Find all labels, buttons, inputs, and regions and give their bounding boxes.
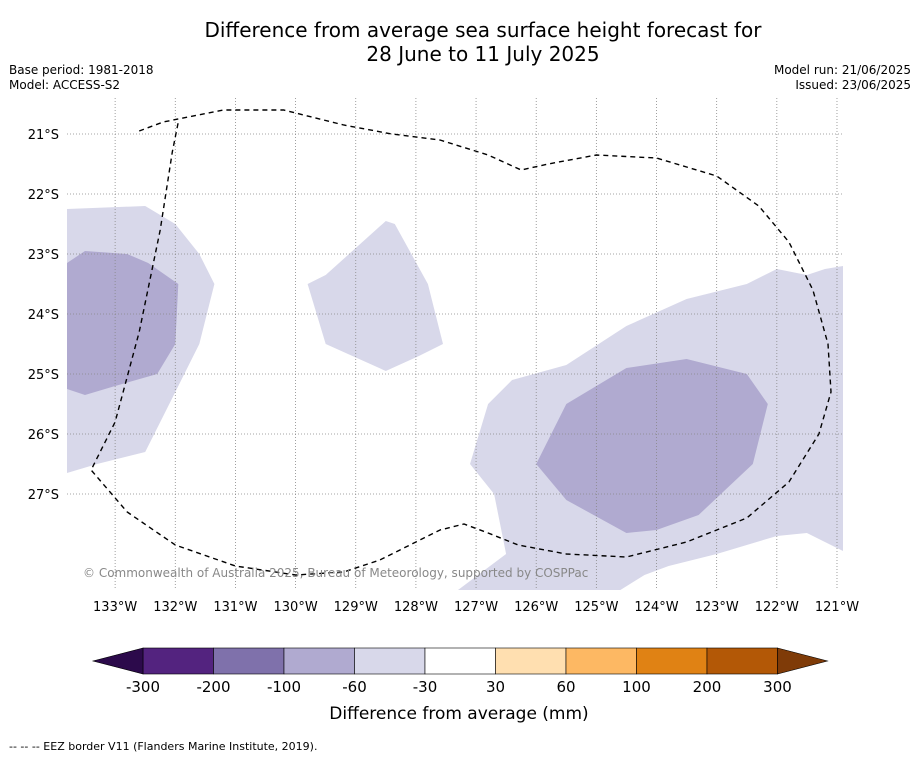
colorbar-tick-label: -100 [267, 678, 301, 696]
footnote: -- -- -- EEZ border V11 (Flanders Marine… [9, 740, 318, 753]
colorbar-tick-label: 100 [622, 678, 651, 696]
lat-tick-label: 23°S [28, 248, 59, 263]
colorbar-tick-label: 300 [763, 678, 792, 696]
colorbar-tick-label: -200 [196, 678, 230, 696]
lat-tick-label: 26°S [28, 428, 59, 443]
colorbar-tick-label: 60 [556, 678, 575, 696]
issued-text: Issued: 23/06/2025 [795, 78, 911, 92]
colorbar-segment [565, 647, 637, 675]
eez-border-line [90, 109, 832, 576]
colorbar-segment [495, 647, 567, 675]
meta-right: Model run: 21/06/2025 Issued: 23/06/2025 [774, 63, 911, 93]
colorbar-segment [636, 647, 708, 675]
colorbar-tick-label: -300 [126, 678, 160, 696]
lon-tick-label: 122°W [755, 600, 799, 615]
colorbar-segment [424, 647, 496, 675]
lon-tick-label: 124°W [634, 600, 678, 615]
colorbar-tick-label: 30 [486, 678, 505, 696]
lat-tick-label: 25°S [28, 368, 59, 383]
lon-tick-label: 129°W [334, 600, 378, 615]
colorbar-segment [142, 647, 214, 675]
model-text: Model: ACCESS-S2 [9, 78, 121, 92]
lat-tick-label: 27°S [28, 488, 59, 503]
colorbar-segment [706, 647, 778, 675]
lon-tick-label: 125°W [574, 600, 618, 615]
chart-title: Difference from average sea surface heig… [0, 18, 919, 66]
lon-tick-label: 132°W [153, 600, 197, 615]
colorbar-tick-label: -60 [342, 678, 367, 696]
meta-left: Base period: 1981-2018 Model: ACCESS-S2 [9, 63, 154, 93]
anomaly-region-3 [307, 221, 443, 371]
colorbar-extend-high [777, 647, 829, 675]
colorbar-segment [283, 647, 355, 675]
lon-tick-label: 130°W [274, 600, 318, 615]
colorbar-segment [354, 647, 426, 675]
lat-tick-label: 21°S [28, 128, 59, 143]
colorbar-extend-low [91, 647, 144, 675]
lat-tick-label: 24°S [28, 308, 59, 323]
lon-tick-label: 123°W [695, 600, 739, 615]
title-line-1: Difference from average sea surface heig… [204, 18, 762, 42]
lon-tick-label: 121°W [815, 600, 859, 615]
lon-tick-label: 127°W [454, 600, 498, 615]
colorbar-segment [213, 647, 285, 675]
lat-tick-label: 22°S [28, 188, 59, 203]
colorbar-label: Difference from average (mm) [329, 704, 588, 724]
lon-tick-label: 133°W [93, 600, 137, 615]
lon-tick-label: 126°W [514, 600, 558, 615]
model-run-text: Model run: 21/06/2025 [773, 63, 911, 77]
colorbar-tick-label: -30 [413, 678, 438, 696]
lon-tick-label: 128°W [394, 600, 438, 615]
anomaly-region-5 [536, 359, 768, 533]
map-area [67, 98, 843, 590]
copyright-text: © Commonwealth of Australia 2025, Bureau… [83, 566, 588, 580]
anomaly-region-2 [67, 251, 179, 395]
base-period-text: Base period: 1981-2018 [9, 63, 154, 77]
lon-tick-label: 131°W [213, 600, 257, 615]
colorbar-tick-label: 200 [693, 678, 722, 696]
title-line-2: 28 June to 11 July 2025 [366, 42, 600, 66]
